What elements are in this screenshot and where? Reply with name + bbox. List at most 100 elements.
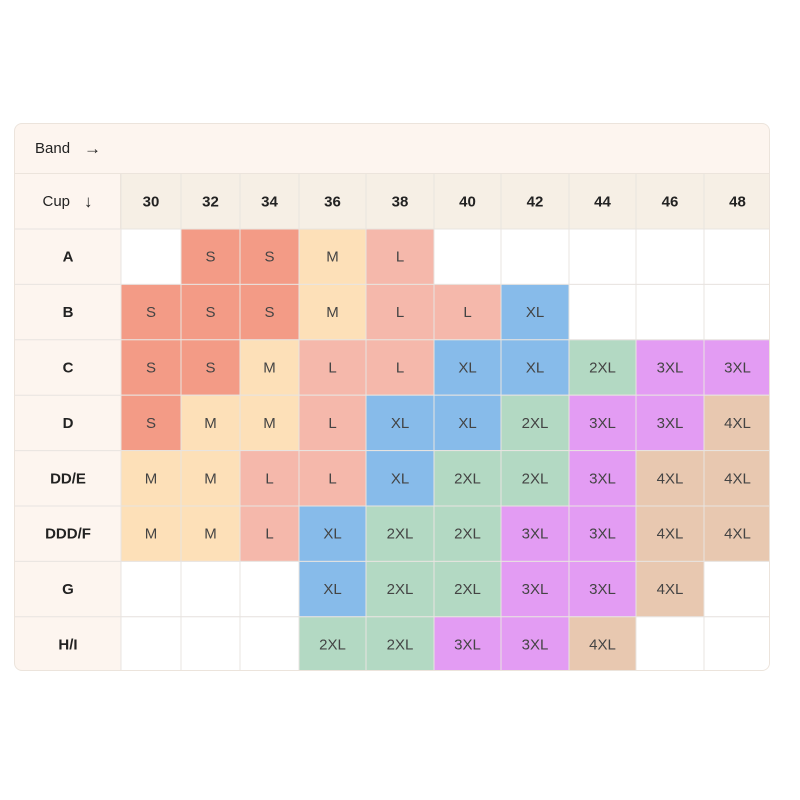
size-cell — [180, 228, 241, 285]
size-cell — [180, 339, 241, 396]
size-cell-label: S — [205, 304, 215, 321]
size-cell — [433, 450, 502, 507]
size-cell — [568, 560, 637, 618]
cup-size-row-label: A — [63, 249, 74, 266]
size-cell-label: 2XL — [387, 526, 414, 543]
size-cell — [298, 339, 367, 396]
size-cell-label: 3XL — [657, 360, 684, 377]
band-size-header: 30 — [143, 194, 160, 211]
cup-size-row-label: D — [63, 415, 74, 432]
size-cell-label: S — [264, 304, 274, 321]
cup-size-row-label: DD/E — [50, 470, 86, 487]
size-cell-label: L — [265, 470, 273, 487]
size-cell — [120, 616, 182, 670]
size-cell — [568, 394, 637, 452]
size-cell-label: 3XL — [657, 415, 684, 432]
size-cell — [433, 339, 502, 396]
size-cell-label: L — [396, 360, 404, 377]
size-cell — [703, 228, 769, 285]
size-cell — [298, 616, 367, 670]
size-cell-label: 3XL — [522, 637, 549, 654]
size-chart-card: 30 32 34 36 38 40 42 44 46 48 A S S M L B S S S M L L XL C S S M L L… — [14, 123, 770, 671]
band-size-header: 46 — [662, 194, 679, 211]
size-grid: 30 32 34 36 38 40 42 44 46 48 A S S M L B S S S M L L XL C S S M L L… — [15, 174, 769, 670]
size-cell-label: 3XL — [589, 415, 616, 432]
size-cell-label: M — [326, 249, 339, 266]
size-cell — [635, 505, 705, 562]
size-cell — [180, 616, 241, 670]
size-cell-label: 2XL — [522, 415, 549, 432]
band-size-header: 44 — [594, 194, 611, 211]
size-cell — [433, 228, 502, 285]
cup-size-row-label: H/I — [58, 637, 77, 654]
band-axis-header: Band → — [15, 124, 769, 174]
band-label: Band — [35, 140, 71, 157]
right-arrow-icon: → — [84, 138, 102, 158]
size-cell — [703, 450, 769, 507]
size-cell-label: L — [328, 360, 336, 377]
size-cell — [298, 560, 367, 618]
size-cell-label: M — [204, 526, 217, 543]
size-cell-label: XL — [526, 360, 544, 377]
size-cell — [568, 450, 637, 507]
size-cell-label: 2XL — [387, 581, 414, 598]
size-cell — [180, 560, 241, 618]
size-cell-label: S — [146, 415, 156, 432]
size-cell — [239, 560, 300, 618]
size-cell — [120, 505, 182, 562]
size-cell-label: S — [205, 360, 215, 377]
size-cell-label: 3XL — [454, 637, 481, 654]
size-cell-label: 4XL — [724, 415, 751, 432]
cup-size-row-label: B — [63, 304, 74, 321]
size-cell-label: L — [328, 470, 336, 487]
size-cell-label: M — [326, 304, 339, 321]
size-cell — [568, 339, 637, 396]
band-size-header: 48 — [729, 194, 746, 211]
size-cell — [365, 560, 435, 618]
size-cell — [239, 450, 300, 507]
size-cell — [500, 228, 570, 285]
size-cell — [365, 339, 435, 396]
size-cell — [298, 450, 367, 507]
size-cell-label: M — [263, 360, 276, 377]
size-cell — [568, 616, 637, 670]
size-cell — [703, 283, 769, 341]
cup-size-row-label: DDD/F — [45, 526, 91, 543]
size-cell-label: 4XL — [589, 637, 616, 654]
size-cell — [433, 283, 502, 341]
size-cell — [433, 560, 502, 618]
size-cell-label: XL — [526, 304, 544, 321]
size-cell-label: S — [205, 249, 215, 266]
size-cell-label: 4XL — [724, 470, 751, 487]
size-cell — [500, 505, 570, 562]
cup-size-row-label: C — [63, 360, 74, 377]
size-cell-label: 3XL — [589, 470, 616, 487]
size-cell-label: 3XL — [589, 581, 616, 598]
size-cell — [239, 505, 300, 562]
size-cell — [703, 560, 769, 618]
size-cell-label: 2XL — [589, 360, 616, 377]
size-cell — [500, 616, 570, 670]
size-cell-label: XL — [391, 415, 409, 432]
size-cell-label: M — [204, 415, 217, 432]
size-cell — [500, 339, 570, 396]
size-cell — [298, 228, 367, 285]
size-cell — [239, 616, 300, 670]
size-cell-label: XL — [458, 360, 476, 377]
size-cell — [120, 339, 182, 396]
size-cell-label: L — [396, 249, 404, 266]
band-size-header: 38 — [392, 194, 409, 211]
size-cell-label: M — [145, 470, 158, 487]
size-cell-label: 2XL — [319, 637, 346, 654]
size-cell — [298, 283, 367, 341]
size-cell-label: M — [145, 526, 158, 543]
size-cell — [703, 616, 769, 670]
size-cell-label: L — [396, 304, 404, 321]
size-cell — [365, 283, 435, 341]
size-cell — [120, 394, 182, 452]
size-cell-label: S — [146, 304, 156, 321]
size-cell-label: 4XL — [657, 526, 684, 543]
size-cell-label: 2XL — [522, 470, 549, 487]
size-cell — [120, 228, 182, 285]
size-cell-label: L — [328, 415, 336, 432]
